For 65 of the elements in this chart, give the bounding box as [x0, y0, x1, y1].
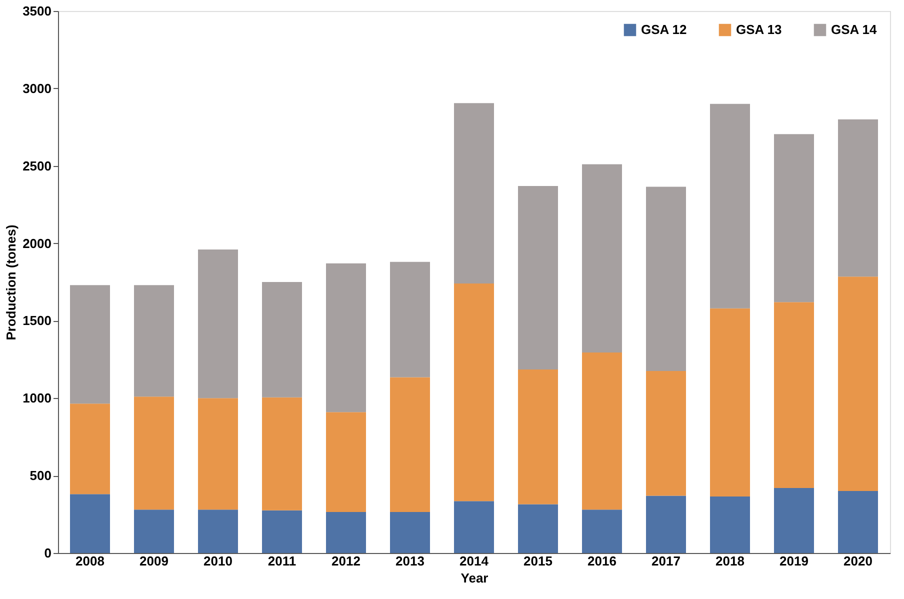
bar — [582, 164, 622, 352]
bar — [390, 377, 430, 512]
x-tick-label: 2019 — [780, 554, 808, 568]
bar — [710, 496, 750, 553]
bar — [390, 512, 430, 553]
x-tick-label: 2018 — [716, 554, 744, 568]
bar — [454, 103, 494, 284]
y-axis-title: Production (tones) — [4, 224, 19, 340]
bar — [518, 504, 558, 553]
bar — [838, 491, 878, 553]
bar — [710, 308, 750, 496]
x-tick-label: 2010 — [204, 554, 232, 568]
bar — [198, 398, 238, 510]
y-tick-label: 500 — [30, 468, 52, 484]
bar — [774, 134, 814, 302]
bar — [326, 263, 366, 412]
bar — [454, 284, 494, 502]
y-tick-label: 2000 — [22, 236, 52, 251]
y-tick-label: 3000 — [22, 80, 52, 96]
bar — [646, 371, 686, 496]
x-tick-label: 2013 — [396, 554, 424, 568]
bar — [582, 510, 622, 553]
x-axis-title: Year — [460, 570, 488, 586]
bar — [710, 104, 750, 308]
bar — [390, 262, 430, 378]
bar — [134, 396, 174, 510]
x-tick-label: 2014 — [460, 554, 490, 568]
bar — [70, 285, 110, 404]
bar — [518, 369, 558, 504]
legend-label: GSA 14 — [831, 22, 878, 37]
bar — [262, 397, 302, 510]
bar — [198, 510, 238, 553]
x-tick-label: 2012 — [332, 554, 360, 568]
bar — [70, 404, 110, 494]
x-tick-label: 2009 — [140, 554, 168, 568]
bar — [646, 496, 686, 553]
bar — [774, 302, 814, 488]
x-tick-label: 2020 — [844, 554, 872, 568]
y-tick-label: 3500 — [22, 4, 52, 18]
bar — [838, 276, 878, 492]
legend-label: GSA 13 — [736, 22, 782, 37]
x-tick-label: 2015 — [524, 554, 552, 568]
y-tick-label: 1500 — [22, 313, 52, 328]
x-tick-label: 2017 — [652, 554, 680, 568]
bar — [326, 412, 366, 512]
bar — [262, 510, 302, 553]
bar — [262, 282, 302, 398]
y-tick-label: 1000 — [22, 390, 52, 406]
bar — [518, 186, 558, 370]
x-tick-label: 2016 — [588, 554, 616, 568]
bar — [134, 510, 174, 553]
y-tick-label: 2500 — [22, 158, 52, 174]
bar — [582, 352, 622, 510]
bar — [70, 494, 110, 553]
x-tick-label: 2011 — [268, 554, 296, 568]
bar — [838, 119, 878, 277]
x-tick-label: 2008 — [76, 554, 104, 568]
bar — [454, 501, 494, 553]
bar — [198, 249, 238, 398]
bar — [134, 285, 174, 397]
bar — [326, 512, 366, 553]
y-tick-label: 0 — [44, 546, 52, 560]
bar — [774, 488, 814, 553]
legend-label: GSA 12 — [641, 22, 687, 37]
bar — [646, 186, 686, 372]
